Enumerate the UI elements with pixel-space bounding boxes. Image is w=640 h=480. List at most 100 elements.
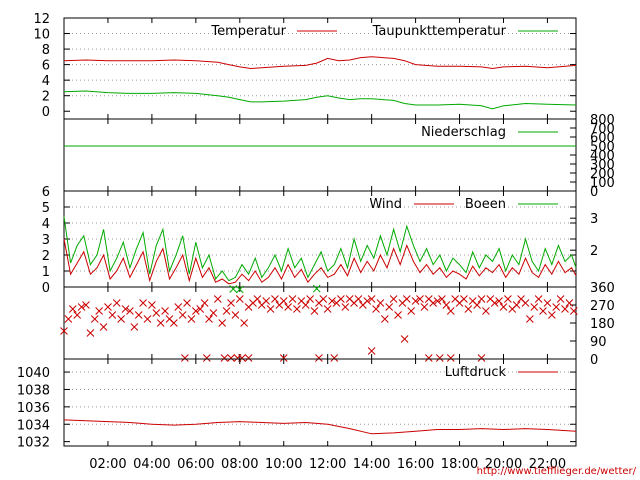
direction-point [130,323,139,331]
panel-frame [63,286,577,360]
direction-point [547,311,556,319]
x-tick-label: 06:00 [177,457,214,472]
legend-label: Wind [369,197,402,212]
direction-point [209,309,218,317]
direction-point [174,303,183,311]
left-tick-label: 10 [33,28,50,43]
direction-point [435,354,444,362]
direction-point [60,327,68,335]
x-tick-label: 08:00 [221,457,258,472]
direction-point [330,354,339,362]
direction-point [376,299,385,307]
direction-point [433,297,442,305]
direction-point [420,303,429,311]
left-tick-label: 4 [42,74,50,89]
left-tick-label: 0 [42,105,50,120]
direction-point [205,315,213,323]
left-tick-label: 2 [42,249,50,264]
direction-point [319,295,328,303]
direction-point [222,307,231,315]
direction-point [543,299,552,307]
direction-point [262,297,271,305]
direction-point [367,347,376,355]
direction-point [411,297,420,305]
direction-point [220,354,229,362]
direction-point [196,305,205,313]
direction-point [460,295,468,303]
series-line-wind [63,238,577,285]
direction-point [104,303,112,311]
x-tick-label: 04:00 [133,457,170,472]
right-tick-label: 0 [590,185,598,200]
direction-point [446,354,455,362]
panel-pressure: 1032 1034 1036 1038 1040 Luftdruck [17,358,577,451]
direction-point [552,303,561,311]
x-tick-label: 18:00 [441,457,478,472]
direction-point [534,295,543,303]
left-tick-label: 12 [33,12,50,27]
direction-point [495,297,503,305]
direction-point [315,354,323,362]
direction-point [191,307,200,315]
direction-point [82,301,90,309]
left-tick-label: 1 [42,265,50,280]
series-line-taupunkttemperatur [63,90,577,110]
direction-point [161,307,169,315]
series-line-boeen [63,216,577,282]
direction-point [464,305,473,313]
x-tick-label: 02:00 [89,457,126,472]
direction-point [561,305,569,313]
panel-wind-direction: 0 90 180 270 360 [60,281,615,368]
direction-point [117,315,125,323]
right-tick-label: 3 [590,212,598,227]
footer-url: http://www.tiefflieger.de/wetter/ [477,466,637,477]
x-tick-label: 10:00 [265,457,302,472]
right-tick-label: 270 [590,299,615,314]
direction-point [95,307,104,315]
direction-point [402,295,411,303]
direction-point [565,299,574,307]
right-tick-label: 800 [590,113,615,128]
right-tick-label: 300 [590,158,615,173]
direction-point [77,303,86,311]
left-tick-label: 2 [42,90,50,105]
direction-point [240,319,249,327]
direction-point [400,335,409,343]
left-tick-label: 1036 [17,401,50,416]
direction-point [337,295,345,303]
direction-point [139,299,147,307]
direction-point [279,354,288,362]
direction-point [229,285,238,293]
direction-point [200,299,209,307]
legend-label: Luftdruck [445,365,507,380]
right-tick-label: 0 [590,353,598,368]
series-line-luftdruck [63,419,577,435]
right-tick-label: 200 [590,167,615,182]
x-tick-label: 22:00 [529,457,566,472]
x-tick-label: 20:00 [485,457,522,472]
left-tick-label: 1038 [17,383,50,398]
direction-point [521,299,530,307]
x-axis: 02:00 04:00 06:00 08:00 10:00 12:00 14:00 16:00… [89,457,566,472]
right-tick-label: 500 [590,140,615,155]
direction-point [380,315,389,323]
direction-point [253,295,262,303]
direction-point [244,354,253,362]
panel-frame [63,358,577,447]
right-tick-label: 400 [590,149,615,164]
direction-point [112,299,121,307]
direction-point [323,305,332,313]
direction-point [363,297,372,305]
direction-point [187,315,196,323]
direction-point [271,295,279,303]
direction-point [148,301,156,309]
left-tick-label: 5 [42,201,50,216]
direction-point [424,354,433,362]
direction-point [218,319,227,327]
direction-point [416,295,424,303]
right-tick-label: 90 [590,335,607,350]
